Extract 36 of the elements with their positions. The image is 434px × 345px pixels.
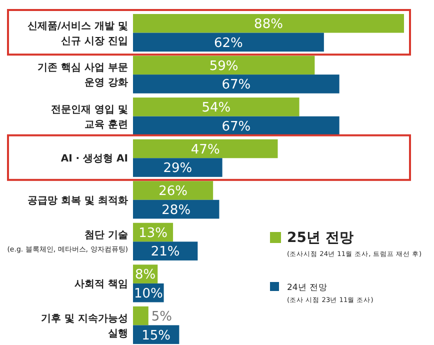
data-label: 5% [151, 309, 172, 324]
data-label: 28% [162, 202, 191, 218]
data-label: 13% [138, 226, 168, 241]
y-tick-label: 첨단 기술 (e.g. 블록체인, 메타버스, 양자컴퓨팅) [7, 230, 128, 254]
data-label: 67% [222, 119, 251, 134]
data-label: 21% [150, 244, 180, 260]
data-label: 8% [135, 268, 156, 283]
data-label: 59% [209, 58, 238, 74]
bar [133, 139, 278, 158]
data-label: 26% [158, 184, 188, 200]
y-tick-label: 신제품/서비스 개발 및 신규 시장 진입 [27, 20, 128, 47]
data-label: 47% [190, 142, 220, 158]
data-label: 10% [134, 286, 163, 302]
bar [133, 56, 315, 75]
bar [133, 242, 198, 260]
y-tick-label: 기후 및 지속가능성 실행 [41, 313, 128, 340]
y-tick-label: 공급망 회복 및 최적화 [28, 195, 128, 206]
bar [133, 116, 340, 136]
bar [133, 181, 214, 200]
bar [133, 14, 404, 33]
data-label: 88% [254, 17, 283, 32]
bar [133, 74, 340, 94]
data-label: 15% [142, 328, 171, 344]
bar [133, 158, 222, 177]
bar [133, 200, 220, 219]
bar [133, 98, 300, 116]
bar [133, 32, 324, 52]
y-tick-label: 전문인재 영입 및 교육 훈련 [51, 104, 128, 130]
bar [133, 306, 148, 326]
data-label: 29% [163, 161, 192, 176]
y-tick-label: 기존 핵심 사업 부문 운영 강화 [38, 62, 128, 89]
y-tick-label: AI · 생성형 AI [60, 154, 128, 165]
data-label: 62% [214, 36, 243, 51]
y-tick-label: 사회적 책임 [74, 279, 128, 290]
data-label: 67% [222, 78, 251, 93]
data-label: 54% [202, 100, 231, 116]
